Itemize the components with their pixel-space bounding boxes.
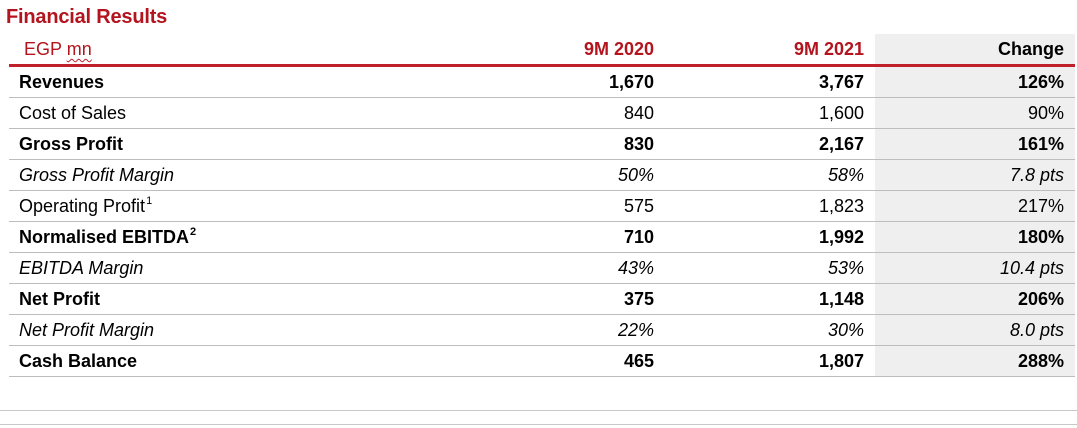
page-title: Financial Results	[6, 6, 168, 28]
row-label-cell: Cost of Sales	[9, 97, 455, 129]
value-9m-2020: 1,670	[455, 65, 665, 98]
unit-header: EGP mn	[9, 34, 455, 67]
row-label: Cost of Sales	[19, 103, 127, 123]
row-label: Net Profit	[19, 289, 100, 309]
table-row: Net Profit Margin 22% 30% 8.0 pts	[9, 314, 1075, 346]
value-9m-2020: 375	[455, 283, 665, 315]
value-change: 161%	[875, 128, 1075, 160]
table-header-row: EGP mn 9M 2020 9M 2021 Change	[9, 34, 1075, 67]
row-label: Operating Profit	[19, 196, 146, 216]
table-row: Gross Profit 830 2,167 161%	[9, 128, 1075, 160]
row-label-cell: Net Profit Margin	[9, 314, 455, 346]
table-row: Revenues 1,670 3,767 126%	[9, 65, 1075, 98]
financial-results-table: EGP mn 9M 2020 9M 2021 Change Revenues 1,…	[9, 34, 1075, 377]
row-label-cell: Revenues	[9, 65, 455, 98]
unit-prefix: EGP	[24, 39, 67, 59]
table-row: Net Profit 375 1,148 206%	[9, 283, 1075, 315]
row-label: Cash Balance	[19, 351, 138, 371]
footer-divider-top	[0, 410, 1077, 411]
footer-divider-bottom	[0, 424, 1077, 425]
value-9m-2021: 1,148	[665, 283, 875, 315]
row-label: Gross Profit Margin	[19, 165, 175, 185]
table-row: Gross Profit Margin 50% 58% 7.8 pts	[9, 159, 1075, 191]
value-change: 7.8 pts	[875, 159, 1075, 191]
value-9m-2020: 43%	[455, 252, 665, 284]
value-9m-2020: 575	[455, 190, 665, 222]
value-9m-2020: 465	[455, 345, 665, 377]
value-change: 90%	[875, 97, 1075, 129]
row-label-cell: Gross Profit Margin	[9, 159, 455, 191]
row-label-cell: EBITDA Margin	[9, 252, 455, 284]
row-label: Revenues	[19, 72, 105, 92]
value-change: 180%	[875, 221, 1075, 253]
row-label-cell: Gross Profit	[9, 128, 455, 160]
footnote-marker: 1	[146, 195, 153, 207]
value-9m-2020: 830	[455, 128, 665, 160]
row-label-cell: Normalised EBITDA2	[9, 221, 455, 253]
row-label-cell: Net Profit	[9, 283, 455, 315]
value-9m-2020: 22%	[455, 314, 665, 346]
value-change: 10.4 pts	[875, 252, 1075, 284]
value-change: 126%	[875, 65, 1075, 98]
row-label: Gross Profit	[19, 134, 124, 154]
value-9m-2020: 50%	[455, 159, 665, 191]
value-9m-2021: 3,767	[665, 65, 875, 98]
value-change: 8.0 pts	[875, 314, 1075, 346]
unit-suffix: mn	[66, 39, 92, 59]
value-9m-2021: 30%	[665, 314, 875, 346]
value-9m-2021: 2,167	[665, 128, 875, 160]
table-body: Revenues 1,670 3,767 126% Cost of Sales 840 1,…	[9, 65, 1075, 377]
value-change: 217%	[875, 190, 1075, 222]
row-label-cell: Cash Balance	[9, 345, 455, 377]
value-9m-2021: 1,600	[665, 97, 875, 129]
table-row: Operating Profit1 575 1,823 217%	[9, 190, 1075, 222]
value-9m-2021: 58%	[665, 159, 875, 191]
row-label: Net Profit Margin	[19, 320, 155, 340]
value-9m-2021: 1,992	[665, 221, 875, 253]
value-9m-2021: 1,807	[665, 345, 875, 377]
column-header-change: Change	[875, 34, 1075, 67]
row-label-cell: Operating Profit1	[9, 190, 455, 222]
table-row: Normalised EBITDA2 710 1,992 180%	[9, 221, 1075, 253]
value-change: 206%	[875, 283, 1075, 315]
value-9m-2020: 710	[455, 221, 665, 253]
value-9m-2020: 840	[455, 97, 665, 129]
column-header-9m-2021: 9M 2021	[665, 34, 875, 67]
table-row: Cost of Sales 840 1,600 90%	[9, 97, 1075, 129]
column-header-9m-2020: 9M 2020	[455, 34, 665, 67]
table-row: Cash Balance 465 1,807 288%	[9, 345, 1075, 377]
row-label: EBITDA Margin	[19, 258, 144, 278]
row-label: Normalised EBITDA	[19, 227, 190, 247]
value-9m-2021: 53%	[665, 252, 875, 284]
table-row: EBITDA Margin 43% 53% 10.4 pts	[9, 252, 1075, 284]
value-9m-2021: 1,823	[665, 190, 875, 222]
footnote-marker: 2	[190, 226, 197, 238]
value-change: 288%	[875, 345, 1075, 377]
